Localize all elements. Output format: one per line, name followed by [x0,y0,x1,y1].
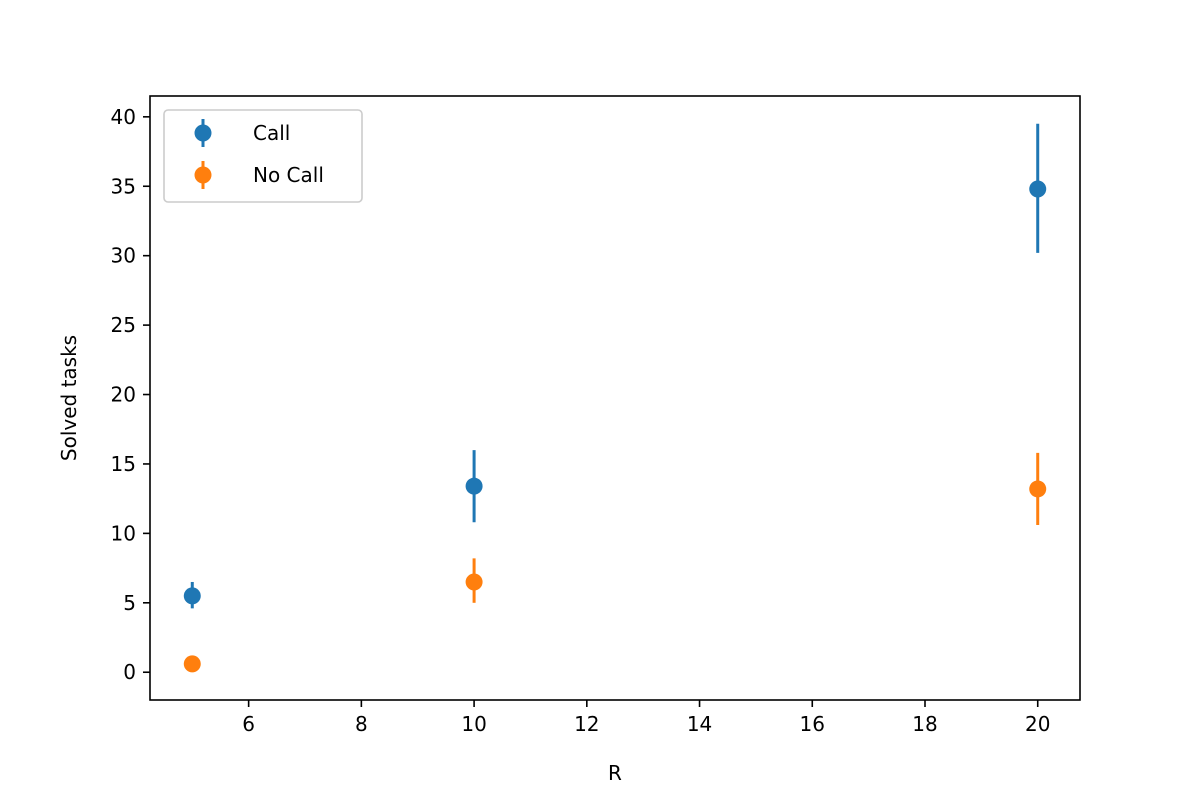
legend: Call No Call [163,109,363,203]
y-tick-label: 10 [111,521,136,545]
y-tick-label: 15 [111,452,136,476]
y-tick-label: 20 [111,383,136,407]
y-tick-label: 30 [111,244,136,268]
plot-frame [149,95,1081,701]
data-point [183,587,201,605]
x-tick-label: 10 [461,712,486,736]
data-point [1029,180,1047,198]
data-point [465,573,483,591]
legend-label: No Call [253,163,324,187]
x-axis: 6 8 10 12 14 16 18 20 [242,700,1050,736]
legend-label: Call [253,121,290,145]
x-tick-label: 6 [242,712,255,736]
plot-marks [183,123,1047,673]
legend-box [163,109,363,203]
x-tick-label: 14 [687,712,712,736]
y-axis-label: Solved tasks [57,335,81,461]
y-tick-label: 35 [111,174,136,198]
y-tick-label: 40 [111,105,136,129]
x-tick-label: 8 [355,712,368,736]
legend-marker [194,166,212,184]
y-tick-label: 25 [111,313,136,337]
legend-marker [194,124,212,142]
x-tick-label: 18 [912,712,937,736]
x-tick-label: 16 [800,712,825,736]
x-tick-label: 12 [574,712,599,736]
y-axis: 0 5 10 15 20 25 30 35 40 [111,105,150,684]
data-point [183,655,201,673]
x-tick-label: 20 [1025,712,1050,736]
data-point [465,477,483,495]
y-tick-label: 5 [123,591,136,615]
data-point [1029,480,1047,498]
x-axis-label: R [608,761,622,785]
y-tick-label: 0 [123,660,136,684]
